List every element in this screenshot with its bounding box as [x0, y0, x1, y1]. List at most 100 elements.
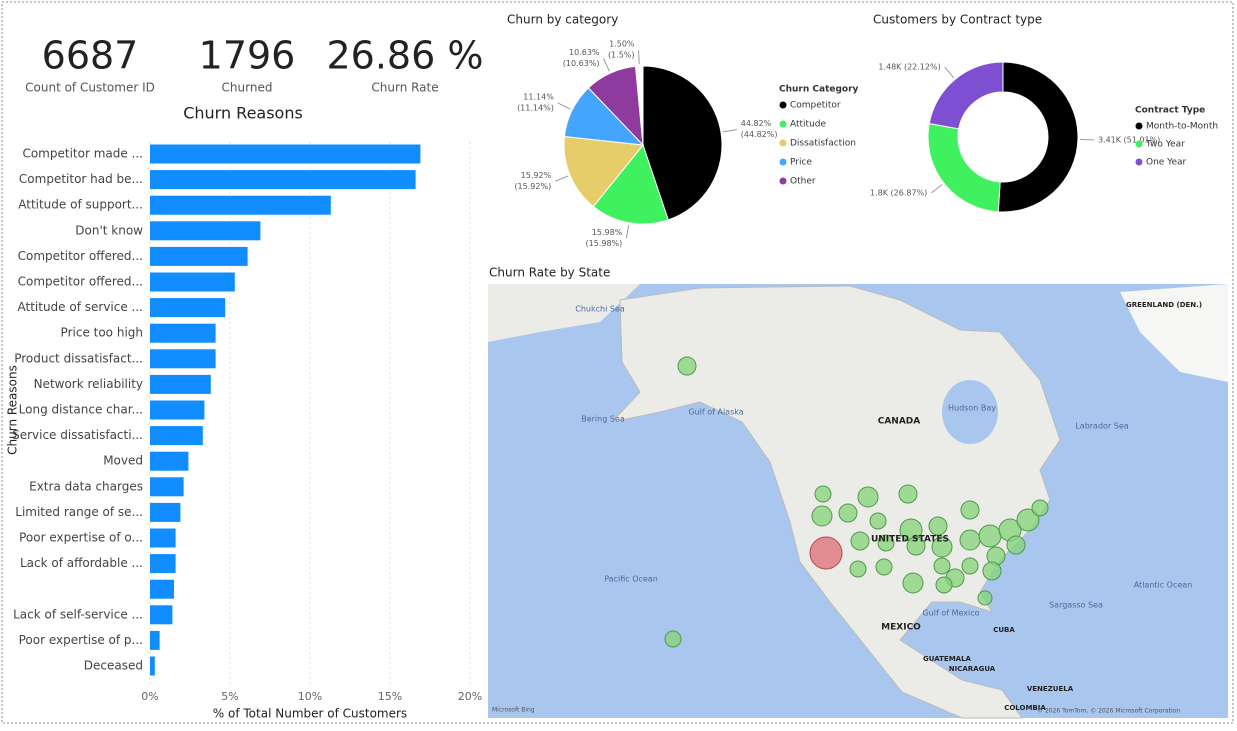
- map-label: Pacific Ocean: [604, 575, 658, 584]
- slice: [998, 62, 1078, 212]
- bar: [150, 631, 160, 650]
- bar: [150, 657, 155, 676]
- y-tick-label: Lack of affordable ...: [20, 556, 143, 570]
- slice: [929, 62, 1003, 129]
- kpi-label: Count of Customer ID: [25, 81, 155, 95]
- bubble: [960, 530, 980, 550]
- kpi-value: 1796: [199, 34, 296, 78]
- bubble: [850, 561, 866, 577]
- y-tick-label: Product dissatisfact...: [14, 351, 143, 365]
- data-label: 1.48K (22.12%): [878, 63, 940, 72]
- legend-swatch: [1136, 141, 1143, 148]
- bubble: [839, 504, 857, 522]
- legend-label: Dissatisfaction: [790, 139, 856, 149]
- bubble: [851, 532, 869, 550]
- legend-swatch: [780, 102, 787, 109]
- map-label: GREENLAND (DEN.): [1126, 301, 1202, 309]
- legend-label: Month-to-Month: [1146, 122, 1218, 132]
- y-tick-label: Attitude of service ...: [18, 300, 144, 314]
- legend-swatch: [780, 121, 787, 128]
- bubble: [979, 525, 1001, 547]
- y-tick-label: Deceased: [84, 659, 143, 673]
- x-tick-label: 5%: [221, 690, 238, 703]
- bar: [150, 529, 176, 548]
- y-axis-title: Churn Reasons: [6, 365, 20, 455]
- y-tick-label: Poor expertise of p...: [19, 633, 143, 647]
- y-tick-label: Long distance char...: [19, 403, 143, 417]
- x-tick-label: 15%: [378, 690, 402, 703]
- legend-title: Churn Category: [779, 85, 859, 95]
- bubble: [1007, 536, 1025, 554]
- bubble: [858, 487, 878, 507]
- data-label: (1.5%): [608, 51, 635, 60]
- legend-swatch: [1136, 123, 1143, 130]
- leader-line: [555, 176, 568, 181]
- map: CANADA UNITED STATES MEXICO Pacific Ocea…: [488, 284, 1228, 718]
- kpi-label: Churned: [222, 81, 273, 95]
- y-tick-label: Competitor had be...: [19, 172, 143, 186]
- legend-swatch: [780, 140, 787, 147]
- bar: [150, 324, 216, 343]
- bubble: [810, 537, 842, 569]
- legend-label: Other: [790, 177, 816, 187]
- map-label: UNITED STATES: [871, 535, 949, 545]
- data-label: 1.8K (26.87%): [870, 189, 927, 198]
- bubble: [876, 559, 892, 575]
- bar: [150, 375, 211, 394]
- y-tick-label: Poor expertise of o...: [19, 531, 143, 545]
- y-tick-label: Don't know: [75, 223, 143, 237]
- map-label: GUATEMALA: [923, 655, 971, 663]
- map-label: CANADA: [878, 417, 921, 427]
- data-label: 15.98%: [592, 228, 623, 237]
- legend-label: Price: [790, 158, 812, 168]
- map-label: NICARAGUA: [949, 665, 996, 673]
- bubble: [903, 573, 923, 593]
- legend-swatch: [780, 159, 787, 166]
- bubble: [1032, 500, 1048, 516]
- bar: [150, 452, 188, 471]
- chart-title: Churn by category: [507, 13, 618, 27]
- legend-label: Competitor: [790, 101, 841, 111]
- map-title: Churn Rate by State: [489, 266, 610, 280]
- data-label: 15.92%: [521, 171, 552, 180]
- bubble: [936, 577, 952, 593]
- legend-title: Contract Type: [1135, 106, 1205, 116]
- bubble: [983, 562, 1001, 580]
- map-label: Chukchi Sea: [575, 305, 625, 314]
- y-tick-label: Moved: [103, 454, 143, 468]
- y-tick-label: Price too high: [61, 326, 143, 340]
- bubble: [812, 506, 832, 526]
- leader-line: [945, 67, 954, 78]
- bubble: [978, 591, 992, 605]
- data-label: (15.92%): [514, 182, 551, 191]
- map-label: VENEZUELA: [1027, 685, 1074, 693]
- map-label: Bering Sea: [581, 415, 625, 424]
- bar: [150, 426, 203, 445]
- leader-line: [931, 184, 942, 193]
- bar: [150, 196, 331, 215]
- bar: [150, 554, 176, 573]
- data-label: 11.14%: [523, 92, 554, 101]
- bubble: [899, 485, 917, 503]
- leader-line: [639, 50, 640, 64]
- legend-swatch: [780, 178, 787, 185]
- x-tick-label: 10%: [298, 690, 322, 703]
- map-label: Sargasso Sea: [1049, 601, 1103, 610]
- x-tick-label: 20%: [458, 690, 482, 703]
- chart-title: Churn Reasons: [183, 104, 303, 123]
- bar: [150, 477, 184, 496]
- y-tick-label: Competitor offered...: [18, 249, 143, 263]
- data-label: 44.82%: [741, 119, 772, 128]
- y-tick-label: Competitor made ...: [22, 147, 143, 161]
- y-tick-label: Limited range of se...: [15, 505, 143, 519]
- bar: [150, 145, 420, 164]
- y-tick-label: Extra data charges: [29, 479, 143, 493]
- y-tick-label: Competitor offered...: [18, 275, 143, 289]
- bubble: [678, 357, 696, 375]
- bar: [150, 221, 260, 240]
- leader-line: [723, 130, 737, 132]
- map-label: CUBA: [993, 626, 1015, 634]
- kpi-label: Churn Rate: [371, 81, 438, 95]
- y-tick-label: Lack of self-service ...: [13, 607, 143, 621]
